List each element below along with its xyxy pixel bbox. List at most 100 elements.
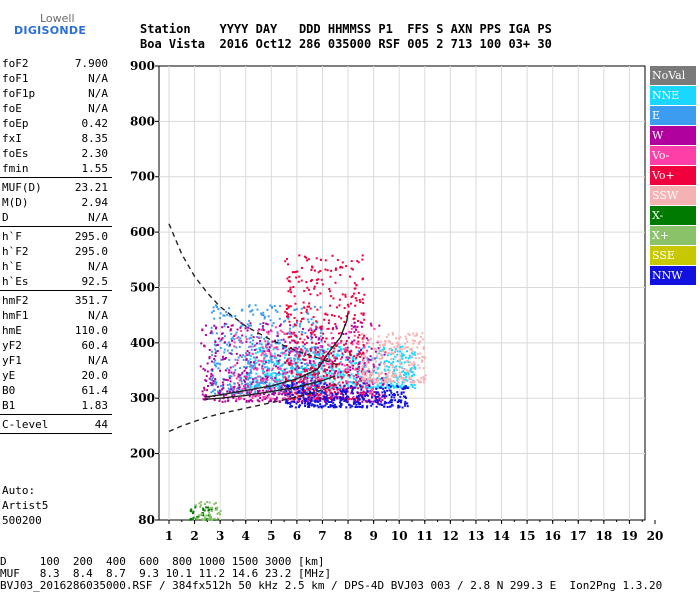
echo-point bbox=[299, 404, 302, 407]
echo-point bbox=[278, 317, 281, 320]
echo-point bbox=[231, 394, 234, 397]
echo-point bbox=[248, 324, 251, 327]
param-row: foEs 2.30 bbox=[0, 146, 112, 161]
echo-point bbox=[234, 368, 237, 371]
echo-point bbox=[343, 400, 346, 403]
echo-point bbox=[289, 288, 292, 291]
echo-point bbox=[404, 395, 407, 398]
echo-point bbox=[284, 340, 287, 343]
param-separator bbox=[0, 414, 112, 415]
echo-point bbox=[390, 357, 393, 360]
echo-point bbox=[292, 366, 295, 369]
echo-point bbox=[388, 393, 391, 396]
echo-point bbox=[286, 395, 289, 398]
echo-point bbox=[406, 369, 409, 372]
echo-point bbox=[308, 389, 311, 392]
echo-point bbox=[374, 400, 377, 403]
echo-point bbox=[281, 374, 284, 377]
echo-point bbox=[308, 352, 311, 355]
echo-point bbox=[319, 306, 322, 309]
echo-point bbox=[359, 387, 362, 390]
echo-point bbox=[265, 355, 268, 358]
echo-point bbox=[245, 352, 248, 355]
echo-point bbox=[364, 356, 367, 359]
echo-point bbox=[259, 348, 262, 351]
echo-point bbox=[248, 365, 251, 368]
echo-point bbox=[334, 357, 337, 360]
echo-point bbox=[300, 333, 303, 336]
echo-point bbox=[325, 402, 328, 405]
echo-point bbox=[304, 358, 307, 361]
echo-point bbox=[305, 281, 308, 284]
echo-point bbox=[275, 360, 278, 363]
echo-point bbox=[313, 355, 316, 358]
echo-point bbox=[342, 386, 345, 389]
echo-point bbox=[305, 367, 308, 370]
echo-point bbox=[378, 363, 381, 366]
echo-point bbox=[361, 400, 364, 403]
echo-point bbox=[288, 347, 291, 350]
echo-point bbox=[266, 379, 269, 382]
echo-point bbox=[285, 346, 288, 349]
echo-point bbox=[241, 308, 244, 311]
echo-point bbox=[189, 517, 192, 520]
echo-point bbox=[283, 356, 286, 359]
echo-point bbox=[248, 304, 251, 307]
echo-point bbox=[372, 378, 375, 381]
echo-point bbox=[382, 383, 385, 386]
echo-point bbox=[238, 320, 241, 323]
echo-point bbox=[294, 270, 297, 273]
echo-point bbox=[404, 356, 407, 359]
echo-point bbox=[403, 368, 406, 371]
echo-point bbox=[418, 341, 421, 344]
echo-point bbox=[361, 397, 364, 400]
echo-point bbox=[265, 377, 268, 380]
x-tick-label: 5 bbox=[267, 529, 275, 543]
echo-point bbox=[377, 378, 380, 381]
echo-point bbox=[364, 373, 367, 376]
echo-point bbox=[233, 345, 236, 348]
echo-point bbox=[406, 370, 409, 373]
echo-point bbox=[351, 343, 354, 346]
echo-point bbox=[328, 356, 331, 359]
echo-point bbox=[402, 353, 405, 356]
echo-point bbox=[238, 345, 241, 348]
echo-point bbox=[287, 263, 290, 266]
echo-point bbox=[379, 397, 382, 400]
echo-point bbox=[374, 381, 377, 384]
echo-point bbox=[227, 399, 230, 402]
x-tick-label: 15 bbox=[519, 529, 536, 543]
echo-point bbox=[289, 286, 292, 289]
echo-point bbox=[385, 365, 388, 368]
x-tick-label: 1 bbox=[165, 529, 173, 543]
echo-point bbox=[316, 393, 319, 396]
echo-point bbox=[413, 383, 416, 386]
echo-point bbox=[295, 383, 298, 386]
echo-point bbox=[239, 367, 242, 370]
echo-point bbox=[248, 337, 251, 340]
echo-point bbox=[372, 387, 375, 390]
echo-point bbox=[221, 326, 224, 329]
echo-point bbox=[228, 390, 231, 393]
echo-point bbox=[307, 403, 310, 406]
echo-point bbox=[224, 400, 227, 403]
polarization-legend: NoVal NNE E W Vo- Vo+ SSW X- X+ SSE NNW bbox=[650, 66, 696, 286]
echo-point bbox=[315, 386, 318, 389]
echo-point bbox=[239, 325, 242, 328]
echo-point bbox=[385, 351, 388, 354]
echo-point bbox=[383, 353, 386, 356]
echo-point bbox=[317, 271, 320, 274]
echo-point bbox=[399, 358, 402, 361]
echo-point bbox=[254, 367, 257, 370]
echo-point bbox=[367, 399, 370, 402]
echo-point bbox=[294, 354, 297, 357]
x-tick-label: 7 bbox=[318, 529, 326, 543]
echo-point bbox=[320, 338, 323, 341]
echo-point bbox=[273, 352, 276, 355]
echo-point bbox=[307, 312, 310, 315]
echo-point bbox=[396, 377, 399, 380]
echo-point bbox=[293, 339, 296, 342]
echo-point bbox=[349, 302, 352, 305]
echo-point bbox=[209, 381, 212, 384]
echo-point bbox=[384, 386, 387, 389]
